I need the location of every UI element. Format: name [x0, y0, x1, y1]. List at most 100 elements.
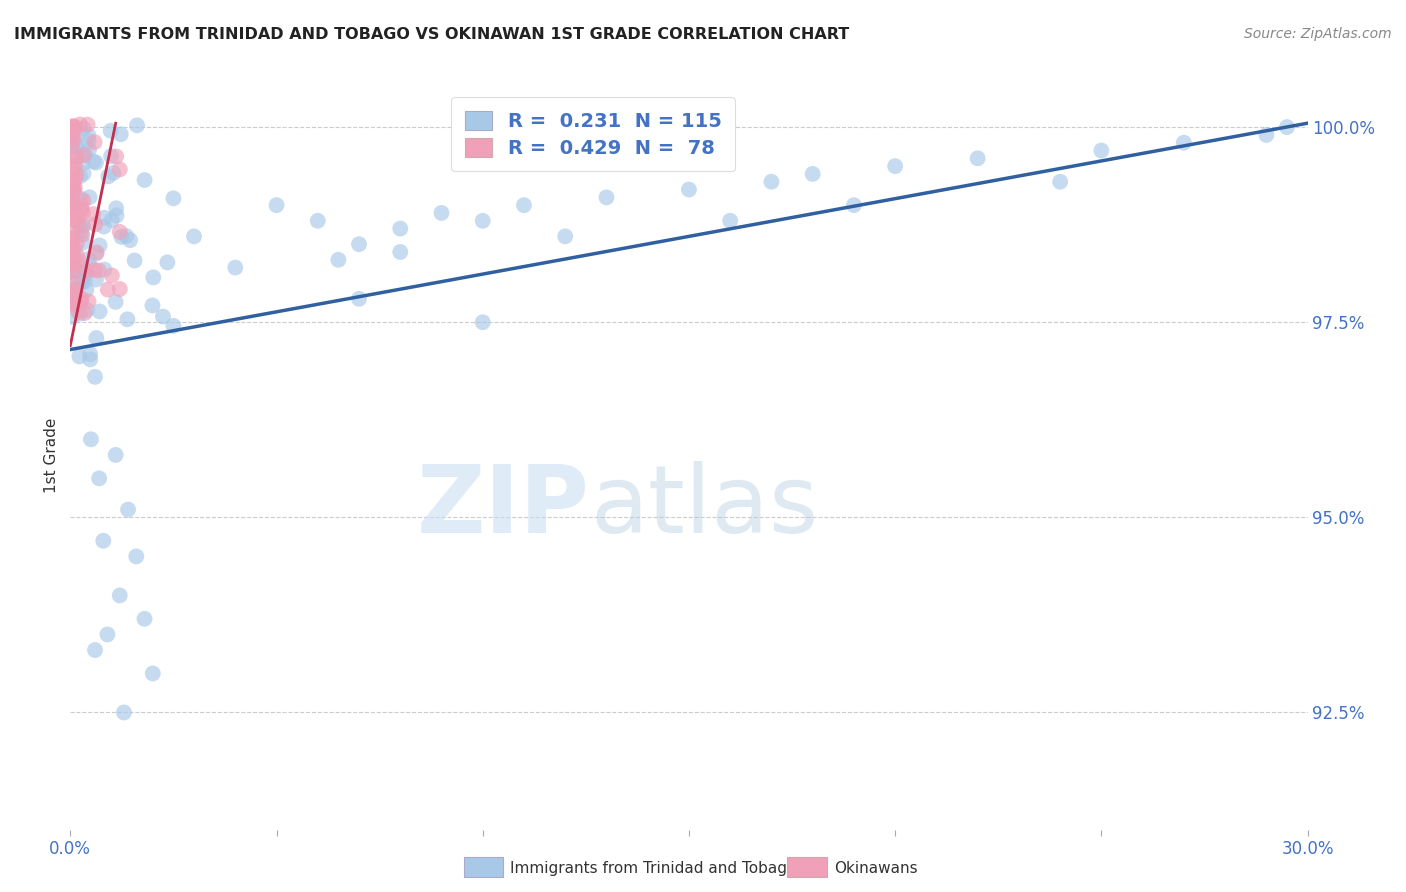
- Point: [75, 148, 97, 162]
- Point: [1256, 128, 1278, 142]
- Point: [1049, 175, 1071, 189]
- Point: [60, 222, 83, 236]
- Point: [328, 252, 350, 267]
- Point: [67, 350, 90, 364]
- Point: [62, 131, 84, 145]
- Point: [62, 295, 84, 310]
- Point: [513, 198, 536, 212]
- Point: [761, 175, 783, 189]
- Point: [89, 471, 111, 485]
- Point: [79, 259, 101, 273]
- Point: [82, 207, 104, 221]
- Point: [60, 138, 83, 153]
- Point: [62, 181, 84, 195]
- Point: [63, 258, 86, 272]
- Point: [117, 312, 139, 326]
- Point: [141, 298, 163, 312]
- Point: [70, 292, 93, 306]
- Point: [430, 206, 453, 220]
- Point: [60, 194, 83, 208]
- Point: [63, 211, 86, 226]
- Point: [93, 262, 115, 277]
- Point: [678, 183, 700, 197]
- Point: [60, 255, 83, 269]
- Point: [60, 244, 83, 258]
- Point: [62, 133, 84, 147]
- Point: [84, 217, 107, 231]
- Point: [134, 173, 156, 187]
- Point: [75, 283, 97, 297]
- Point: [62, 124, 84, 138]
- Point: [100, 149, 122, 163]
- Point: [307, 214, 329, 228]
- Point: [66, 202, 89, 217]
- Point: [62, 296, 84, 310]
- Point: [63, 294, 86, 309]
- Point: [72, 219, 94, 233]
- Point: [63, 297, 86, 311]
- Point: [70, 271, 93, 285]
- Point: [134, 612, 156, 626]
- Point: [117, 502, 139, 516]
- Point: [62, 176, 84, 190]
- Point: [1173, 136, 1195, 150]
- Point: [72, 235, 94, 250]
- Point: [60, 186, 83, 201]
- Point: [105, 201, 128, 215]
- Legend: R =  0.231  N = 115, R =  0.429  N =  78: R = 0.231 N = 115, R = 0.429 N = 78: [451, 97, 735, 171]
- Text: Source: ZipAtlas.com: Source: ZipAtlas.com: [1244, 27, 1392, 41]
- Point: [62, 125, 84, 139]
- Point: [471, 315, 494, 329]
- Point: [162, 191, 184, 205]
- Point: [60, 197, 83, 211]
- Point: [63, 159, 86, 173]
- Point: [100, 124, 122, 138]
- Point: [104, 294, 127, 309]
- Point: [266, 198, 288, 212]
- Point: [65, 281, 87, 295]
- Point: [718, 214, 741, 228]
- Point: [77, 294, 100, 309]
- Point: [801, 167, 824, 181]
- Y-axis label: 1st Grade: 1st Grade: [44, 417, 59, 492]
- Point: [72, 194, 94, 208]
- Point: [101, 268, 124, 283]
- Point: [66, 249, 89, 263]
- Point: [142, 270, 165, 285]
- Point: [966, 152, 988, 166]
- Point: [72, 156, 94, 170]
- Point: [104, 448, 127, 462]
- Point: [77, 252, 100, 266]
- Point: [69, 118, 91, 132]
- Point: [60, 259, 83, 273]
- Point: [63, 120, 86, 135]
- Point: [152, 310, 174, 324]
- Point: [75, 268, 97, 282]
- Point: [69, 192, 91, 206]
- Point: [125, 119, 148, 133]
- Text: IMMIGRANTS FROM TRINIDAD AND TOBAGO VS OKINAWAN 1ST GRADE CORRELATION CHART: IMMIGRANTS FROM TRINIDAD AND TOBAGO VS O…: [14, 27, 849, 42]
- Point: [224, 260, 246, 275]
- Point: [86, 246, 108, 260]
- Point: [62, 138, 84, 153]
- Point: [62, 130, 84, 145]
- Point: [103, 166, 125, 180]
- Point: [76, 118, 98, 132]
- Point: [60, 288, 83, 302]
- Point: [66, 138, 89, 153]
- Point: [100, 213, 122, 227]
- Point: [73, 274, 96, 288]
- Point: [73, 306, 96, 320]
- Point: [63, 180, 86, 194]
- Point: [108, 282, 131, 296]
- Point: [60, 238, 83, 252]
- Point: [86, 245, 108, 260]
- Point: [65, 167, 87, 181]
- Point: [471, 214, 494, 228]
- Point: [884, 159, 907, 173]
- Point: [65, 140, 87, 154]
- Point: [112, 706, 135, 720]
- Point: [124, 253, 146, 268]
- Point: [86, 331, 108, 345]
- Point: [75, 264, 97, 278]
